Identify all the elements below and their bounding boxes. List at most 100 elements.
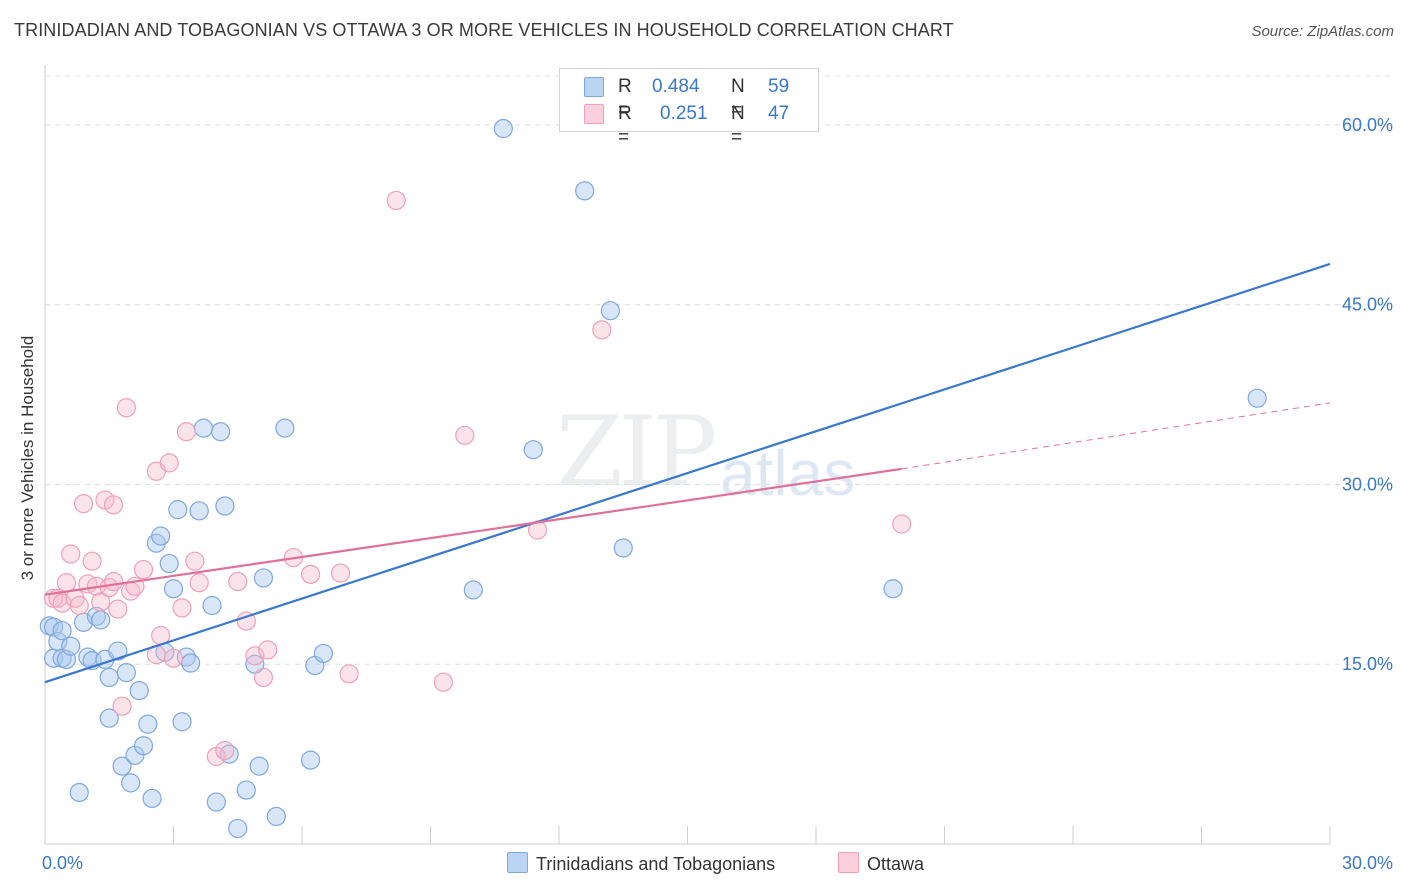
legend-n-label: N =: [731, 76, 745, 121]
data-point-trinidadians: [112, 756, 132, 776]
data-point-trinidadians: [523, 440, 543, 460]
data-point-ottawa: [73, 494, 94, 514]
data-point-trinidadians: [121, 773, 141, 793]
bottom-legend-swatch-blue: [507, 852, 528, 873]
data-point-trinidadians: [463, 580, 483, 600]
data-point-ottawa: [133, 559, 154, 580]
legend-r-label: R =: [618, 103, 632, 148]
y-tick-label: 15.0%: [1342, 654, 1393, 674]
watermark-atlas: atlas: [720, 437, 856, 509]
data-point-trinidadians: [193, 418, 214, 438]
trend-line-ottawa-extension: [901, 402, 1331, 470]
data-point-trinidadians: [883, 579, 903, 599]
data-point-trinidadians: [300, 750, 321, 770]
data-point-trinidadians: [215, 496, 235, 516]
data-point-trinidadians: [159, 553, 179, 574]
data-point-trinidadians: [168, 500, 188, 520]
data-point-ottawa: [892, 514, 912, 534]
data-point-trinidadians: [129, 680, 149, 701]
data-point-trinidadians: [189, 501, 209, 521]
data-point-ottawa: [386, 190, 406, 211]
data-point-trinidadians: [275, 418, 295, 438]
data-point-ottawa: [433, 672, 453, 692]
data-point-ottawa: [159, 453, 179, 473]
data-point-trinidadians: [133, 736, 154, 756]
data-point-ottawa: [91, 592, 111, 612]
legend-r-value: 0.251: [660, 103, 708, 124]
data-point-trinidadians: [202, 595, 222, 616]
legend-n-value: 47: [768, 103, 790, 124]
data-point-ottawa: [108, 599, 128, 619]
legend-n-value: 59: [768, 76, 790, 97]
data-point-ottawa: [116, 398, 136, 418]
data-point-ottawa: [189, 573, 209, 593]
data-point-ottawa: [69, 595, 89, 616]
data-point-trinidadians: [253, 568, 274, 588]
data-point-trinidadians: [249, 756, 269, 776]
y-tick-label: 30.0%: [1342, 474, 1393, 494]
data-point-ottawa: [215, 740, 235, 761]
data-point-trinidadians: [163, 579, 184, 599]
data-point-trinidadians: [116, 663, 136, 683]
data-point-trinidadians: [313, 643, 334, 664]
data-point-trinidadians: [91, 610, 111, 630]
trend-line-trinidadians: [44, 262, 1331, 684]
data-point-trinidadians: [99, 708, 119, 728]
data-point-ottawa: [258, 640, 278, 660]
trend-line-ottawa: [44, 467, 902, 596]
data-point-trinidadians: [575, 181, 595, 201]
data-point-ottawa: [236, 611, 256, 631]
data-point-ottawa: [163, 648, 184, 668]
data-point-trinidadians: [61, 636, 81, 656]
data-point-trinidadians: [236, 780, 256, 800]
legend-swatch-blue: [584, 77, 604, 97]
data-point-trinidadians: [142, 788, 162, 809]
data-point-ottawa: [176, 422, 196, 442]
data-point-trinidadians: [108, 641, 128, 661]
chart-title: TRINIDADIAN AND TOBAGONIAN VS OTTAWA 3 O…: [14, 20, 954, 40]
legend-swatch-pink: [584, 104, 604, 124]
data-point-trinidadians: [151, 526, 171, 546]
legend: R = 0.484 N = 59 R = 0.251 N = 47: [559, 68, 819, 148]
data-point-trinidadians: [266, 806, 286, 827]
bottom-legend-label: Trinidadians and Tobagonians: [536, 854, 776, 874]
data-point-trinidadians: [138, 714, 158, 734]
data-point-ottawa: [253, 667, 274, 688]
y-tick-label: 60.0%: [1342, 115, 1393, 135]
y-tick-label: 45.0%: [1342, 295, 1393, 315]
bottom-legend-item-trinidadians: Trinidadians and Tobagonians: [507, 852, 775, 876]
x-tick-label: 0.0%: [42, 853, 83, 873]
data-point-ottawa: [61, 544, 81, 564]
data-point-ottawa: [112, 696, 132, 716]
data-point-ottawa: [185, 551, 205, 571]
data-point-trinidadians: [206, 792, 226, 812]
legend-n-label: N =: [731, 103, 745, 148]
data-point-trinidadians: [613, 538, 633, 558]
data-point-ottawa: [103, 571, 124, 592]
data-point-trinidadians: [1247, 388, 1267, 408]
data-point-trinidadians: [99, 667, 119, 688]
data-point-trinidadians: [69, 782, 89, 803]
data-point-trinidadians: [493, 118, 513, 139]
data-point-ottawa: [455, 425, 475, 445]
bottom-legend-swatch-pink: [838, 852, 859, 873]
data-point-ottawa: [592, 320, 612, 340]
data-point-ottawa: [172, 598, 192, 618]
legend-r-label: R =: [618, 76, 632, 121]
data-point-ottawa: [339, 664, 359, 684]
bottom-legend-item-ottawa: Ottawa: [838, 852, 924, 876]
data-point-trinidadians: [228, 818, 248, 839]
data-point-trinidadians: [181, 653, 201, 673]
source-label: Source: ZipAtlas.com: [1251, 23, 1394, 40]
data-point-ottawa: [82, 551, 102, 571]
data-point-trinidadians: [600, 301, 621, 321]
data-point-trinidadians: [52, 621, 72, 641]
legend-r-value: 0.484: [652, 76, 700, 97]
x-tick-label: 30.0%: [1342, 853, 1393, 873]
data-point-trinidadians: [211, 422, 231, 442]
bottom-legend-label: Ottawa: [867, 854, 925, 874]
data-point-trinidadians: [172, 712, 192, 732]
data-point-ottawa: [228, 571, 248, 592]
data-point-ottawa: [103, 495, 124, 515]
